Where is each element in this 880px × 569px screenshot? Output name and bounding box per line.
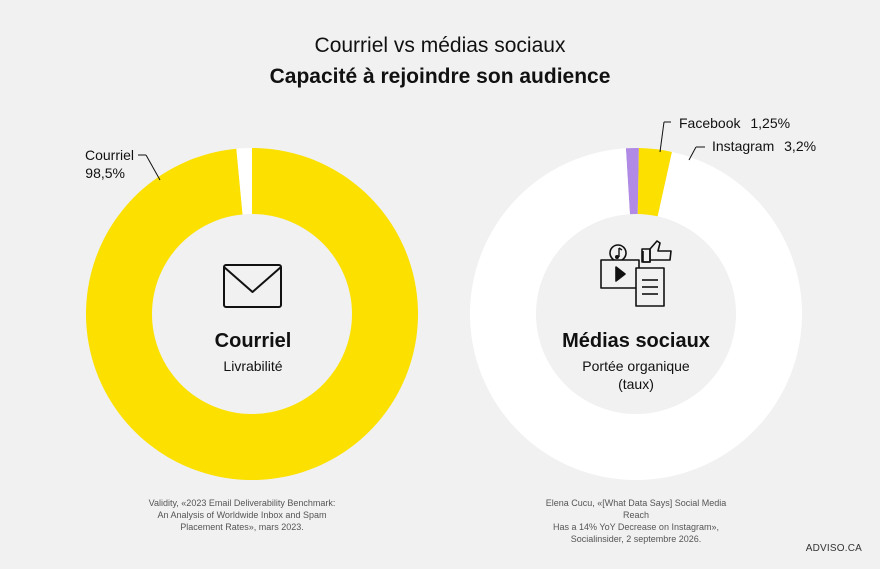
source-citation-email: Validity, «2023 Email Deliverability Ben…	[142, 497, 342, 533]
brand-logo-text: ADVISO.CA	[805, 543, 862, 554]
envelope-icon	[223, 264, 282, 308]
courriel-leader-line-diag	[145, 154, 161, 181]
slice-label-courriel: Courriel	[85, 147, 134, 163]
source-line: Elena Cucu, «[What Data Says] Social Med…	[545, 498, 727, 520]
slice-label-facebook: Facebook 1,25%	[679, 115, 790, 131]
source-line: Socialinsider, 2 septembre 2026.	[570, 534, 702, 544]
source-line: Validity, «2023 Email Deliverability Ben…	[148, 498, 336, 508]
donut-email-title: Courriel	[215, 330, 292, 352]
source-line: An Analysis of Worldwide Inbox and Spam	[157, 510, 327, 520]
instagram-leader-line-diag	[688, 146, 697, 161]
donut-social-title: Médias sociaux	[562, 330, 710, 352]
slice-value-courriel: 98,5%	[85, 165, 125, 181]
social-media-icon	[600, 240, 672, 307]
donut-social-hole	[536, 214, 736, 414]
slice-label-instagram: Instagram 3,2%	[712, 138, 816, 154]
facebook-leader-line-diag	[659, 121, 665, 153]
source-line: Placement Rates», mars 2023.	[180, 522, 304, 532]
donut-email-subtitle: Livrabilité	[223, 358, 282, 374]
donut-social-subtitle-1: Portée organique	[582, 358, 690, 374]
donut-social-subtitle-2: (taux)	[618, 376, 654, 392]
source-line: Has a 14% YoY Decrease on Instagram»,	[553, 522, 719, 532]
donut-email-hole	[152, 214, 352, 414]
chart-title: Courriel vs médias sociaux	[314, 34, 566, 57]
chart-subtitle: Capacité à rejoindre son audience	[269, 65, 611, 88]
source-citation-social: Elena Cucu, «[What Data Says] Social Med…	[536, 497, 736, 545]
